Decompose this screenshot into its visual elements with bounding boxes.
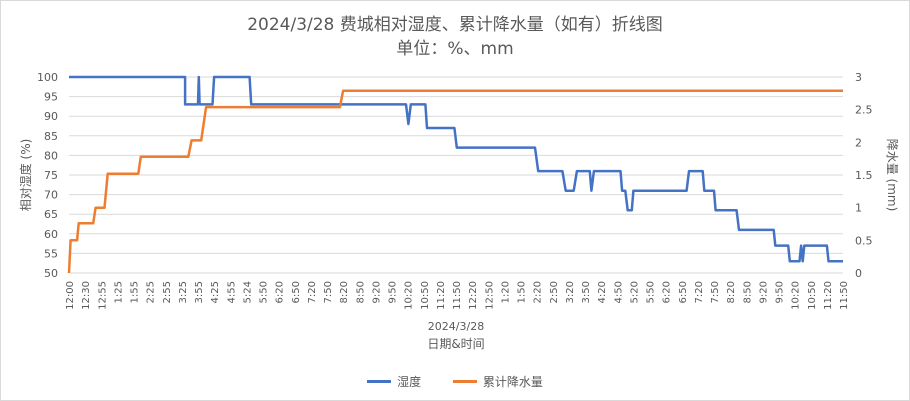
x-tick-label: 5:50 (259, 281, 270, 303)
y-tick-label: 95 (44, 91, 58, 104)
chart-title: 2024/3/28 费城相对湿度、累计降水量（如有）折线图 (247, 15, 663, 35)
legend-item-humidity: 湿度 (367, 373, 421, 390)
x-tick-label: 11:20 (823, 281, 834, 310)
legend-label-humidity: 湿度 (397, 375, 422, 389)
x-tick-label: 1:50 (517, 281, 528, 303)
legend-swatch-humidity (367, 380, 392, 383)
x-tick-label: 9:20 (371, 281, 382, 303)
x-tick-label: 1:55 (130, 281, 141, 303)
x-tick-label: 10:50 (420, 281, 431, 310)
humidity-line (69, 75, 843, 263)
x-tick-label: 8:50 (355, 281, 366, 303)
x-tick-label: 10:20 (404, 281, 415, 310)
legend-label-precipitation: 累计降水量 (482, 375, 543, 389)
x-tick-label: 4:20 (597, 281, 608, 303)
x-tick-label: 10:50 (807, 281, 818, 310)
x-tick-label: 5:50 (646, 281, 657, 303)
y-tick-label: 50 (44, 267, 58, 280)
x-tick-label: 12:30 (81, 281, 92, 310)
x-tick-label: 4:55 (226, 281, 237, 303)
x-tick-label: 3:50 (581, 281, 592, 303)
y2-tick-label: 1.5 (855, 169, 873, 182)
x-tick-label: 1:20 (500, 281, 511, 303)
y-tick-label: 75 (44, 169, 58, 182)
x-tick-label: 6:20 (275, 281, 286, 303)
y-tick-label: 65 (44, 208, 58, 221)
y2-tick-label: 1 (855, 202, 862, 215)
y2-tick-label: 0.5 (855, 234, 873, 247)
x-tick-label: 2:20 (533, 281, 544, 303)
x-tick-label: 2:50 (549, 281, 560, 303)
x-tick-label: 6:20 (662, 281, 673, 303)
legend-item-precipitation: 累计降水量 (452, 373, 543, 390)
x-tick-label: 2:55 (162, 281, 173, 303)
x-tick-label: 12:20 (468, 281, 479, 310)
x-tick-label: 3:55 (194, 281, 205, 303)
x-tick-label: 11:50 (839, 281, 850, 310)
x-tick-label: 9:50 (775, 281, 786, 303)
x-tick-label: 3:20 (565, 281, 576, 303)
y2-tick-label: 2.5 (855, 104, 873, 117)
x-tick-label: 1:25 (113, 281, 124, 303)
x-tick-label: 10:20 (791, 281, 802, 310)
y2-tick-label: 0 (855, 267, 862, 280)
y2-axis-title: 降水量 (mm) (885, 139, 899, 212)
y2-tick-label: 3 (855, 71, 862, 84)
x-tick-label: 7:20 (694, 281, 705, 303)
x-tick-label: 4:50 (613, 281, 624, 303)
x-tick-label: 12:00 (65, 281, 76, 310)
y-tick-label: 70 (44, 189, 58, 202)
y-tick-label: 100 (37, 71, 58, 84)
x-tick-label: 11:20 (436, 281, 447, 310)
y-tick-label: 85 (44, 130, 58, 143)
x-tick-label: 9:20 (758, 281, 769, 303)
y-tick-label: 90 (44, 110, 58, 123)
precipitation-line (67, 89, 843, 274)
chart-legend: 湿度 累计降水量 (0, 372, 910, 390)
y-tick-label: 60 (44, 228, 58, 241)
chart-subtitle: 单位：%、mm (396, 39, 514, 59)
x-group-label: 2024/3/28 (428, 320, 484, 333)
x-tick-label: 11:50 (452, 281, 463, 310)
x-tick-label: 8:50 (742, 281, 753, 303)
y-tick-label: 55 (44, 247, 58, 260)
x-tick-label: 9:50 (388, 281, 399, 303)
x-tick-label: 5:24 (242, 281, 253, 303)
x-tick-label: 3:25 (178, 281, 189, 303)
y2-tick-label: 2 (855, 136, 862, 149)
x-tick-label: 6:50 (291, 281, 302, 303)
x-tick-label: 4:25 (210, 281, 221, 303)
y-axis-title: 相对湿度 (%) (18, 139, 33, 212)
y-tick-label: 80 (44, 149, 58, 162)
x-tick-label: 12:50 (484, 281, 495, 310)
legend-swatch-precipitation (452, 380, 477, 383)
x-tick-label: 7:20 (307, 281, 318, 303)
x-axis-title: 日期&时间 (427, 337, 484, 351)
x-tick-label: 8:20 (339, 281, 350, 303)
x-tick-label: 2:25 (146, 281, 157, 303)
x-tick-label: 5:20 (629, 281, 640, 303)
x-tick-label: 8:20 (726, 281, 737, 303)
x-tick-label: 7:50 (323, 281, 334, 303)
x-tick-label: 12:55 (97, 281, 108, 310)
x-tick-label: 7:50 (710, 281, 721, 303)
x-tick-label: 6:50 (678, 281, 689, 303)
